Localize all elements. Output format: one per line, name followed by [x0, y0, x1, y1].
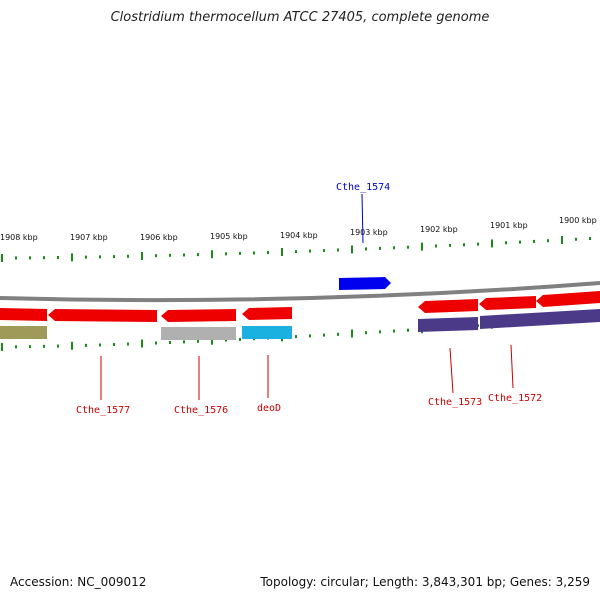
gene-label-cthe-1572[interactable]: Cthe_1572 — [488, 393, 542, 404]
gene-arrow-left-edge[interactable] — [0, 308, 47, 321]
gene-arrow-cthe-1573[interactable] — [418, 299, 478, 313]
feature-bar-purple-left[interactable] — [418, 317, 478, 332]
gene-label-line — [510, 344, 514, 389]
kbp-label: 1902 kbp — [420, 225, 458, 234]
kbp-label: 1904 kbp — [280, 231, 318, 240]
kbp-label: 1901 kbp — [490, 221, 528, 230]
map-title: Clostridium thermocellum ATCC 27405, com… — [110, 10, 490, 25]
gene-arrow-cthe-1577[interactable] — [48, 309, 157, 322]
kbp-label: 1906 kbp — [140, 233, 178, 242]
outer-tick-ring — [1, 235, 591, 262]
kbp-label: 1907 kbp — [70, 233, 108, 242]
kbp-label: 1908 kbp — [0, 233, 38, 242]
gene-arrow-cthe-1574[interactable] — [339, 277, 391, 290]
genome-summary-text: Topology: circular; Length: 3,843,301 bp… — [260, 575, 590, 589]
accession-text: Accession: NC_009012 — [10, 575, 147, 589]
kbp-label: 1903 kbp — [350, 228, 388, 237]
gene-label-line — [361, 193, 364, 244]
gene-label-line — [449, 347, 454, 394]
gene-arrow-cthe-1572[interactable] — [479, 296, 536, 310]
gene-arrow-right-edge[interactable] — [536, 291, 600, 307]
feature-bar-gray[interactable] — [161, 327, 236, 340]
feature-bar-cyan[interactable] — [242, 326, 292, 339]
kbp-label: 1905 kbp — [210, 232, 248, 241]
gene-label-deod[interactable]: deoD — [257, 403, 281, 414]
reverse-gene-labels: Cthe_1577 Cthe_1576 deoD Cthe_1573 Cthe_… — [76, 344, 542, 416]
feature-bar-olive[interactable] — [0, 326, 47, 339]
genome-backbone — [0, 281, 600, 303]
gene-label-cthe-1573[interactable]: Cthe_1573 — [428, 397, 482, 408]
kbp-label: 1900 kbp — [559, 216, 597, 225]
gene-label-cthe-1574[interactable]: Cthe_1574 — [336, 182, 390, 193]
gene-arrow-deod[interactable] — [242, 307, 292, 320]
kbp-scale-labels: 1908 kbp 1907 kbp 1906 kbp 1905 kbp 1904… — [0, 216, 597, 242]
gene-label-cthe-1576[interactable]: Cthe_1576 — [174, 405, 228, 416]
feature-bar-purple-right[interactable] — [480, 309, 600, 329]
gene-label-cthe-1577[interactable]: Cthe_1577 — [76, 405, 130, 416]
gene-arrow-cthe-1576[interactable] — [161, 309, 236, 322]
